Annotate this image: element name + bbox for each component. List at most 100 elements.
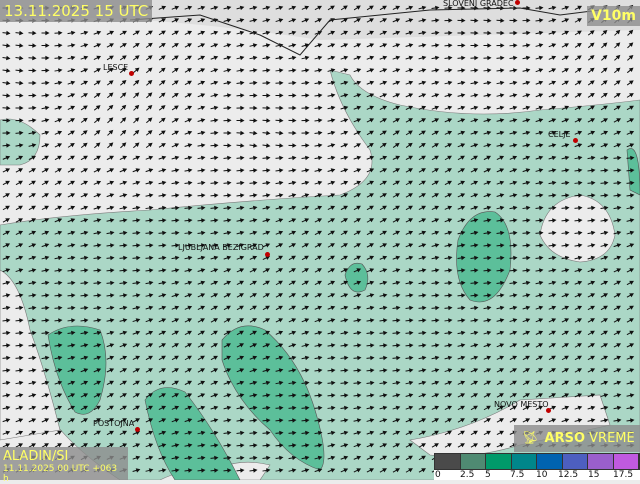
wind-arrow	[587, 418, 596, 423]
wind-arrow	[392, 418, 401, 423]
wind-arrow	[444, 143, 453, 148]
wind-arrow	[133, 129, 140, 136]
wind-arrow	[2, 355, 11, 361]
wind-arrow	[171, 143, 180, 148]
wind-arrow	[171, 305, 180, 310]
wind-arrow	[288, 343, 297, 348]
wind-arrow	[223, 293, 232, 298]
wind-arrow	[548, 143, 557, 148]
wind-arrow	[535, 405, 544, 411]
wind-arrow	[366, 230, 374, 236]
wind-arrow	[470, 430, 478, 436]
wind-arrow	[548, 30, 557, 36]
wind-arrow	[522, 168, 531, 173]
wind-arrow	[93, 92, 101, 98]
wind-arrow	[587, 293, 596, 298]
wind-arrow	[340, 105, 349, 111]
wind-arrow	[483, 143, 492, 148]
wind-arrow	[210, 318, 218, 323]
wind-arrow	[210, 68, 219, 73]
wind-arrow	[431, 393, 440, 398]
wind-arrow	[54, 93, 63, 98]
wind-arrow	[210, 93, 219, 98]
wind-arrow	[210, 30, 219, 36]
wind-arrow	[28, 193, 36, 198]
wind-arrow	[600, 130, 609, 135]
wind-arrow	[197, 343, 205, 348]
wind-arrow	[197, 418, 206, 423]
wind-arrow	[353, 393, 362, 398]
wind-arrow	[184, 68, 192, 73]
wind-arrow	[613, 155, 622, 161]
wind-arrow	[2, 343, 11, 348]
wind-arrow	[431, 243, 440, 248]
wind-arrow	[600, 355, 609, 361]
wind-arrow	[457, 418, 465, 423]
wind-arrow	[288, 430, 297, 436]
wind-arrow	[158, 30, 166, 36]
wind-arrow	[574, 393, 583, 398]
wind-arrow	[496, 193, 505, 198]
wind-arrow	[561, 255, 570, 261]
wind-arrow	[340, 268, 349, 273]
wind-arrow	[132, 168, 141, 173]
wind-arrow	[15, 255, 24, 261]
wind-arrow	[288, 455, 297, 461]
wind-arrow	[379, 18, 388, 23]
wind-arrow	[132, 393, 140, 398]
wind-arrow	[600, 368, 609, 373]
wind-arrow	[28, 368, 37, 373]
wind-arrow	[574, 368, 583, 373]
wind-arrow	[288, 330, 297, 335]
wind-arrow	[431, 405, 440, 410]
wind-arrow	[392, 405, 401, 411]
wind-arrow	[626, 405, 635, 411]
wind-arrow	[223, 18, 232, 23]
wind-arrow	[314, 155, 323, 161]
wind-arrow	[340, 68, 349, 73]
wind-arrow	[54, 68, 63, 73]
wind-arrow	[574, 80, 582, 86]
wind-arrow	[470, 118, 479, 123]
wind-arrow	[574, 405, 583, 411]
wind-arrow	[626, 105, 634, 111]
wind-arrow	[223, 418, 232, 423]
city-label-postojna: POSTOJNA	[93, 419, 135, 428]
wind-arrow	[171, 355, 179, 361]
wind-arrow	[574, 355, 582, 361]
wind-arrow	[574, 218, 583, 223]
wind-arrow	[483, 168, 492, 173]
wind-arrow	[288, 143, 297, 148]
wind-arrow	[496, 355, 505, 360]
wind-arrow	[288, 418, 297, 423]
wind-arrow	[249, 218, 258, 223]
wind-arrow	[67, 193, 76, 198]
wind-arrow	[54, 330, 63, 336]
wind-arrow	[28, 430, 37, 435]
wind-arrow	[41, 143, 50, 148]
wind-arrow	[171, 80, 179, 86]
wind-arrow	[483, 255, 492, 261]
wind-arrow	[418, 355, 427, 361]
wind-arrow	[210, 130, 219, 136]
wind-arrow	[327, 443, 336, 448]
wind-arrow	[613, 368, 622, 373]
wind-arrow	[353, 268, 362, 273]
wind-arrow	[249, 393, 258, 398]
wind-arrow	[522, 230, 531, 236]
wind-arrow	[275, 255, 284, 261]
wind-arrow	[353, 280, 362, 285]
wind-arrow	[93, 443, 101, 448]
wind-arrow	[418, 218, 427, 223]
wind-arrow	[483, 55, 492, 61]
wind-arrow	[418, 155, 426, 161]
wind-arrow	[236, 30, 245, 36]
wind-arrow	[574, 67, 582, 73]
wind-arrow	[67, 93, 76, 98]
wind-arrow	[288, 280, 296, 286]
wind-arrow	[210, 5, 219, 11]
wind-arrow	[314, 355, 323, 361]
wind-arrow	[2, 218, 10, 223]
wind-arrow	[15, 393, 24, 398]
wind-arrow	[223, 155, 232, 161]
